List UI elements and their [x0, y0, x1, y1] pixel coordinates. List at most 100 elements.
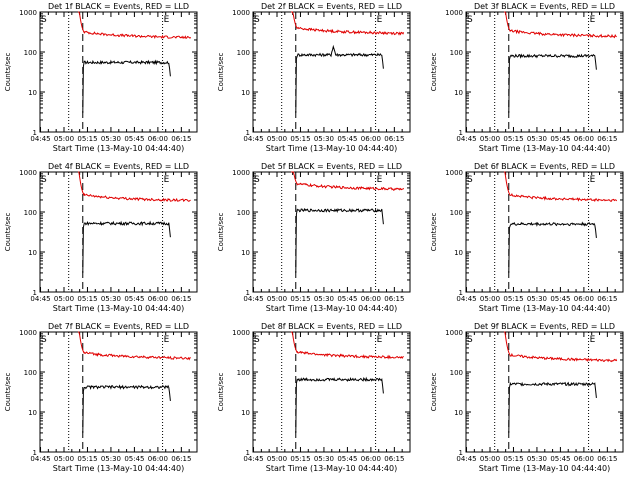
detector-panel-4: Det 4f BLACK = Events, RED = LLD Start Ti… [0, 160, 213, 320]
y-tick-label: 1000 [445, 169, 463, 177]
y-tick-label: 10 [454, 409, 463, 417]
x-tick-label: 04:45 [30, 295, 50, 303]
detector-panel-6: Det 6f BLACK = Events, RED = LLD Start Ti… [426, 160, 639, 320]
detector-panel-5: Det 5f BLACK = Events, RED = LLD Start Ti… [213, 160, 426, 320]
detector-panel-9: Det 9f BLACK = Events, RED = LLD Start Ti… [426, 320, 639, 480]
x-axis-label: Start Time (13-May-10 04:44:40) [53, 464, 184, 473]
x-tick-label: 05:30 [527, 295, 547, 303]
series-line-events [508, 381, 597, 433]
x-tick-label: 05:45 [550, 455, 570, 463]
x-tick-label: 06:15 [384, 295, 404, 303]
x-tick-label: 06:00 [574, 295, 594, 303]
x-tick-label: 06:15 [597, 455, 617, 463]
y-tick-label: 100 [237, 209, 250, 217]
y-tick-label: 1000 [232, 169, 250, 177]
marker-label: E [377, 15, 383, 25]
x-tick-label: 05:30 [314, 295, 334, 303]
y-axis-label: Counts/sec [4, 53, 12, 92]
y-axis-label: Counts/sec [4, 373, 12, 412]
x-tick-label: 04:45 [30, 455, 50, 463]
detector-panel-1: Det 1f BLACK = Events, RED = LLD Start Ti… [0, 0, 213, 160]
x-tick-label: 05:00 [267, 295, 287, 303]
series-line-events [82, 59, 171, 113]
y-tick-label: 1000 [445, 329, 463, 337]
plot-frame [39, 11, 198, 133]
y-tick-label: 1000 [445, 9, 463, 17]
x-tick-label: 06:15 [171, 135, 191, 143]
x-axis-label: Start Time (13-May-10 04:44:40) [266, 144, 397, 153]
x-tick-label: 05:45 [124, 135, 144, 143]
x-tick-label: 06:15 [171, 295, 191, 303]
series-line-lld [291, 331, 404, 360]
y-tick-label: 1 [246, 129, 250, 137]
x-tick-label: 05:45 [337, 135, 357, 143]
y-tick-label: 1 [459, 449, 463, 457]
plot-frame [465, 171, 624, 293]
x-tick-label: 05:30 [101, 295, 121, 303]
plot-frame [39, 331, 198, 453]
y-tick-label: 10 [454, 89, 463, 97]
series-line-events [508, 53, 597, 113]
marker-label: S [467, 15, 473, 25]
x-tick-label: 05:45 [550, 135, 570, 143]
y-tick-label: 1 [33, 449, 37, 457]
y-tick-label: 1000 [19, 9, 37, 17]
chart-title: Det 6f BLACK = Events, RED = LLD [474, 162, 615, 171]
x-tick-label: 05:00 [267, 135, 287, 143]
series-line-events [82, 384, 171, 433]
marker-label: S [41, 15, 47, 25]
plot-frame [252, 11, 411, 133]
x-tick-label: 05:15 [503, 455, 523, 463]
detector-panel-7: Det 7f BLACK = Events, RED = LLD Start Ti… [0, 320, 213, 480]
x-tick-label: 05:30 [314, 455, 334, 463]
x-tick-label: 05:30 [101, 135, 121, 143]
chart-svg: Det 4f BLACK = Events, RED = LLD Start Ti… [4, 162, 198, 313]
x-tick-label: 05:15 [77, 455, 97, 463]
y-tick-label: 10 [241, 89, 250, 97]
x-tick-label: 05:45 [124, 295, 144, 303]
x-tick-label: 05:15 [77, 135, 97, 143]
y-tick-label: 1 [246, 289, 250, 297]
chart-title: Det 8f BLACK = Events, RED = LLD [261, 322, 402, 331]
y-tick-label: 100 [24, 209, 37, 217]
x-tick-label: 05:00 [54, 455, 74, 463]
chart-svg: Det 8f BLACK = Events, RED = LLD Start Ti… [217, 322, 411, 473]
series-line-lld [504, 11, 617, 39]
series-line-lld [291, 11, 405, 36]
marker-label: E [164, 335, 170, 345]
x-tick-label: 05:15 [503, 135, 523, 143]
y-tick-label: 1000 [19, 169, 37, 177]
plot-frame [252, 331, 411, 453]
series-line-lld [78, 331, 191, 361]
y-tick-label: 100 [450, 49, 463, 57]
plot-frame [465, 331, 624, 453]
x-tick-label: 06:00 [361, 135, 381, 143]
x-tick-label: 05:15 [77, 295, 97, 303]
x-axis-label: Start Time (13-May-10 04:44:40) [479, 304, 610, 313]
series-line-lld [504, 331, 618, 363]
x-axis-label: Start Time (13-May-10 04:44:40) [266, 464, 397, 473]
x-tick-label: 05:30 [527, 455, 547, 463]
y-tick-label: 100 [237, 49, 250, 57]
marker-label: E [377, 335, 383, 345]
plot-frame [252, 171, 411, 293]
y-tick-label: 10 [241, 409, 250, 417]
x-tick-label: 05:30 [527, 135, 547, 143]
x-tick-label: 05:30 [101, 455, 121, 463]
y-tick-label: 10 [28, 409, 37, 417]
detector-panel-8: Det 8f BLACK = Events, RED = LLD Start Ti… [213, 320, 426, 480]
y-tick-label: 100 [24, 369, 37, 377]
y-tick-label: 1000 [232, 329, 250, 337]
x-tick-label: 06:00 [574, 135, 594, 143]
series-line-events [82, 220, 171, 273]
marker-label: S [254, 15, 260, 25]
x-tick-label: 04:45 [243, 455, 263, 463]
x-axis-label: Start Time (13-May-10 04:44:40) [53, 144, 184, 153]
x-tick-label: 05:00 [54, 295, 74, 303]
y-axis-label: Counts/sec [217, 53, 225, 92]
marker-label: S [467, 175, 473, 185]
x-tick-label: 04:45 [243, 295, 263, 303]
chart-svg: Det 9f BLACK = Events, RED = LLD Start Ti… [430, 322, 624, 473]
x-tick-label: 05:45 [337, 295, 357, 303]
y-tick-label: 100 [237, 369, 250, 377]
